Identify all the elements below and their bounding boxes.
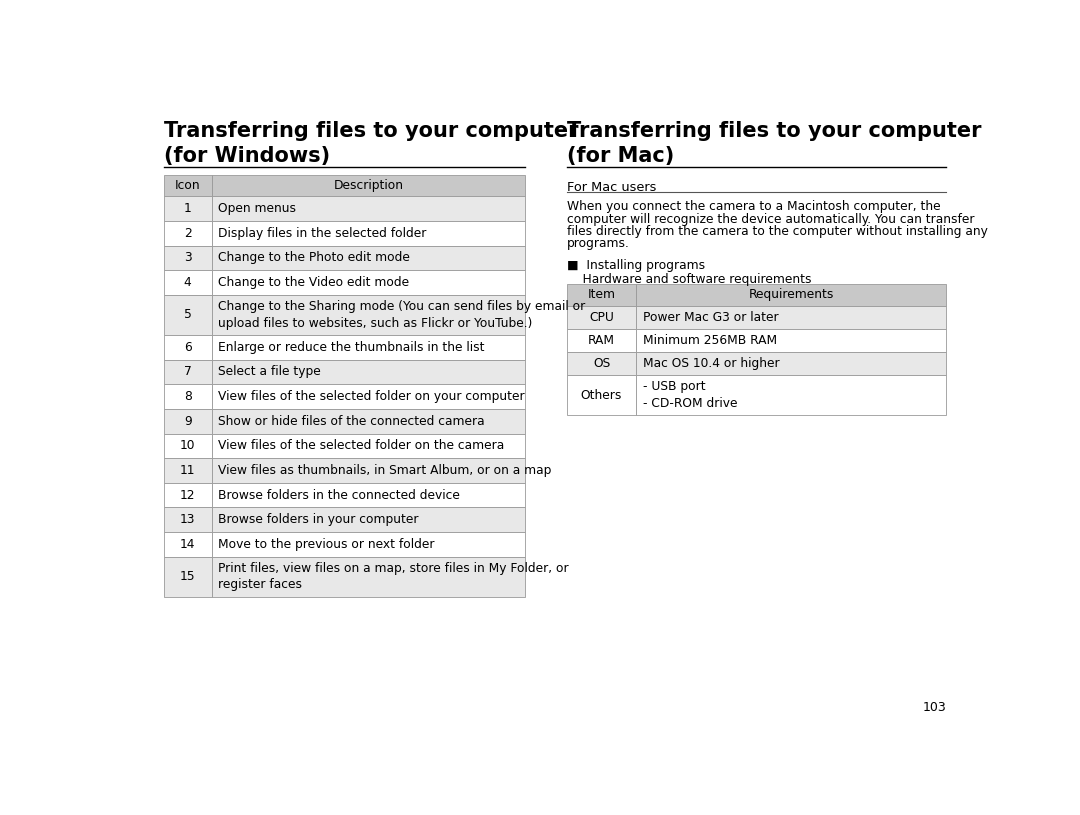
Text: 7: 7: [184, 365, 191, 378]
Text: (for Mac): (for Mac): [567, 146, 674, 165]
Bar: [164, 384, 212, 409]
Text: View files as thumbnails, in Smart Album, or on a map: View files as thumbnails, in Smart Album…: [218, 464, 551, 477]
Bar: [567, 306, 636, 328]
Text: For Mac users: For Mac users: [567, 181, 656, 194]
Bar: [636, 284, 946, 306]
Text: 9: 9: [184, 415, 191, 428]
Text: 103: 103: [922, 701, 946, 714]
Text: Mac OS 10.4 or higher: Mac OS 10.4 or higher: [643, 357, 780, 370]
Text: 12: 12: [180, 489, 195, 501]
Bar: [164, 482, 212, 508]
Bar: [164, 409, 212, 434]
Text: Description: Description: [334, 179, 403, 192]
Text: 11: 11: [180, 464, 195, 477]
Text: Move to the previous or next folder: Move to the previous or next folder: [218, 538, 434, 551]
Bar: [212, 335, 525, 359]
Text: Display files in the selected folder: Display files in the selected folder: [218, 227, 427, 240]
Text: Show or hide files of the connected camera: Show or hide files of the connected came…: [218, 415, 485, 428]
Bar: [212, 221, 525, 245]
Text: Hardware and software requirements: Hardware and software requirements: [567, 273, 811, 286]
Bar: [212, 557, 525, 597]
Bar: [212, 359, 525, 384]
Text: View files of the selected folder on your computer: View files of the selected folder on you…: [218, 390, 525, 403]
Text: programs.: programs.: [567, 237, 630, 250]
Text: files directly from the camera to the computer without installing any: files directly from the camera to the co…: [567, 225, 987, 238]
Text: CPU: CPU: [589, 311, 615, 324]
Bar: [567, 375, 636, 415]
Bar: [567, 328, 636, 352]
Bar: [212, 245, 525, 271]
Text: 1: 1: [184, 202, 191, 215]
Bar: [636, 352, 946, 375]
Text: 15: 15: [180, 570, 195, 584]
Bar: [212, 409, 525, 434]
Bar: [567, 352, 636, 375]
Bar: [636, 328, 946, 352]
Text: 13: 13: [180, 513, 195, 526]
Text: 6: 6: [184, 341, 191, 354]
Text: Change to the Sharing mode (You can send files by email or
upload files to websi: Change to the Sharing mode (You can send…: [218, 300, 585, 330]
Bar: [164, 508, 212, 532]
Text: Select a file type: Select a file type: [218, 365, 321, 378]
Text: Change to the Video edit mode: Change to the Video edit mode: [218, 276, 409, 289]
Bar: [212, 532, 525, 557]
Text: When you connect the camera to a Macintosh computer, the: When you connect the camera to a Macinto…: [567, 200, 941, 214]
Text: ■  Installing programs: ■ Installing programs: [567, 259, 705, 272]
Bar: [164, 359, 212, 384]
Text: Browse folders in your computer: Browse folders in your computer: [218, 513, 418, 526]
Text: Transferring files to your computer: Transferring files to your computer: [567, 121, 981, 141]
Text: Enlarge or reduce the thumbnails in the list: Enlarge or reduce the thumbnails in the …: [218, 341, 485, 354]
Text: Requirements: Requirements: [748, 289, 834, 302]
Text: 5: 5: [184, 308, 191, 321]
Text: Others: Others: [581, 389, 622, 402]
Bar: [164, 434, 212, 458]
Text: 3: 3: [184, 252, 191, 264]
Bar: [212, 434, 525, 458]
Text: OS: OS: [593, 357, 610, 370]
Bar: [164, 196, 212, 221]
Text: View files of the selected folder on the camera: View files of the selected folder on the…: [218, 439, 504, 452]
Text: Item: Item: [588, 289, 616, 302]
Bar: [164, 245, 212, 271]
Text: Icon: Icon: [175, 179, 201, 192]
Bar: [212, 196, 525, 221]
Text: Minimum 256MB RAM: Minimum 256MB RAM: [643, 334, 777, 347]
Bar: [636, 306, 946, 328]
Bar: [212, 271, 525, 295]
Bar: [212, 508, 525, 532]
Text: - USB port
- CD-ROM drive: - USB port - CD-ROM drive: [643, 381, 738, 410]
Bar: [212, 458, 525, 482]
Bar: [567, 284, 636, 306]
Text: (for Windows): (for Windows): [164, 146, 329, 165]
Bar: [212, 295, 525, 335]
Text: 10: 10: [180, 439, 195, 452]
Text: RAM: RAM: [588, 334, 615, 347]
Text: 2: 2: [184, 227, 191, 240]
Text: 4: 4: [184, 276, 191, 289]
Bar: [164, 557, 212, 597]
Text: Print files, view files on a map, store files in My Folder, or
register faces: Print files, view files on a map, store …: [218, 562, 568, 592]
Bar: [164, 335, 212, 359]
Bar: [164, 458, 212, 482]
Bar: [212, 174, 525, 196]
Bar: [636, 375, 946, 415]
Bar: [164, 221, 212, 245]
Bar: [164, 295, 212, 335]
Bar: [212, 384, 525, 409]
Text: computer will recognize the device automatically. You can transfer: computer will recognize the device autom…: [567, 213, 974, 226]
Text: 8: 8: [184, 390, 191, 403]
Bar: [164, 271, 212, 295]
Bar: [164, 532, 212, 557]
Text: Open menus: Open menus: [218, 202, 296, 215]
Text: Power Mac G3 or later: Power Mac G3 or later: [643, 311, 779, 324]
Text: 14: 14: [180, 538, 195, 551]
Text: Browse folders in the connected device: Browse folders in the connected device: [218, 489, 460, 501]
Text: Change to the Photo edit mode: Change to the Photo edit mode: [218, 252, 409, 264]
Bar: [164, 174, 212, 196]
Bar: [212, 482, 525, 508]
Text: Transferring files to your computer: Transferring files to your computer: [164, 121, 578, 141]
